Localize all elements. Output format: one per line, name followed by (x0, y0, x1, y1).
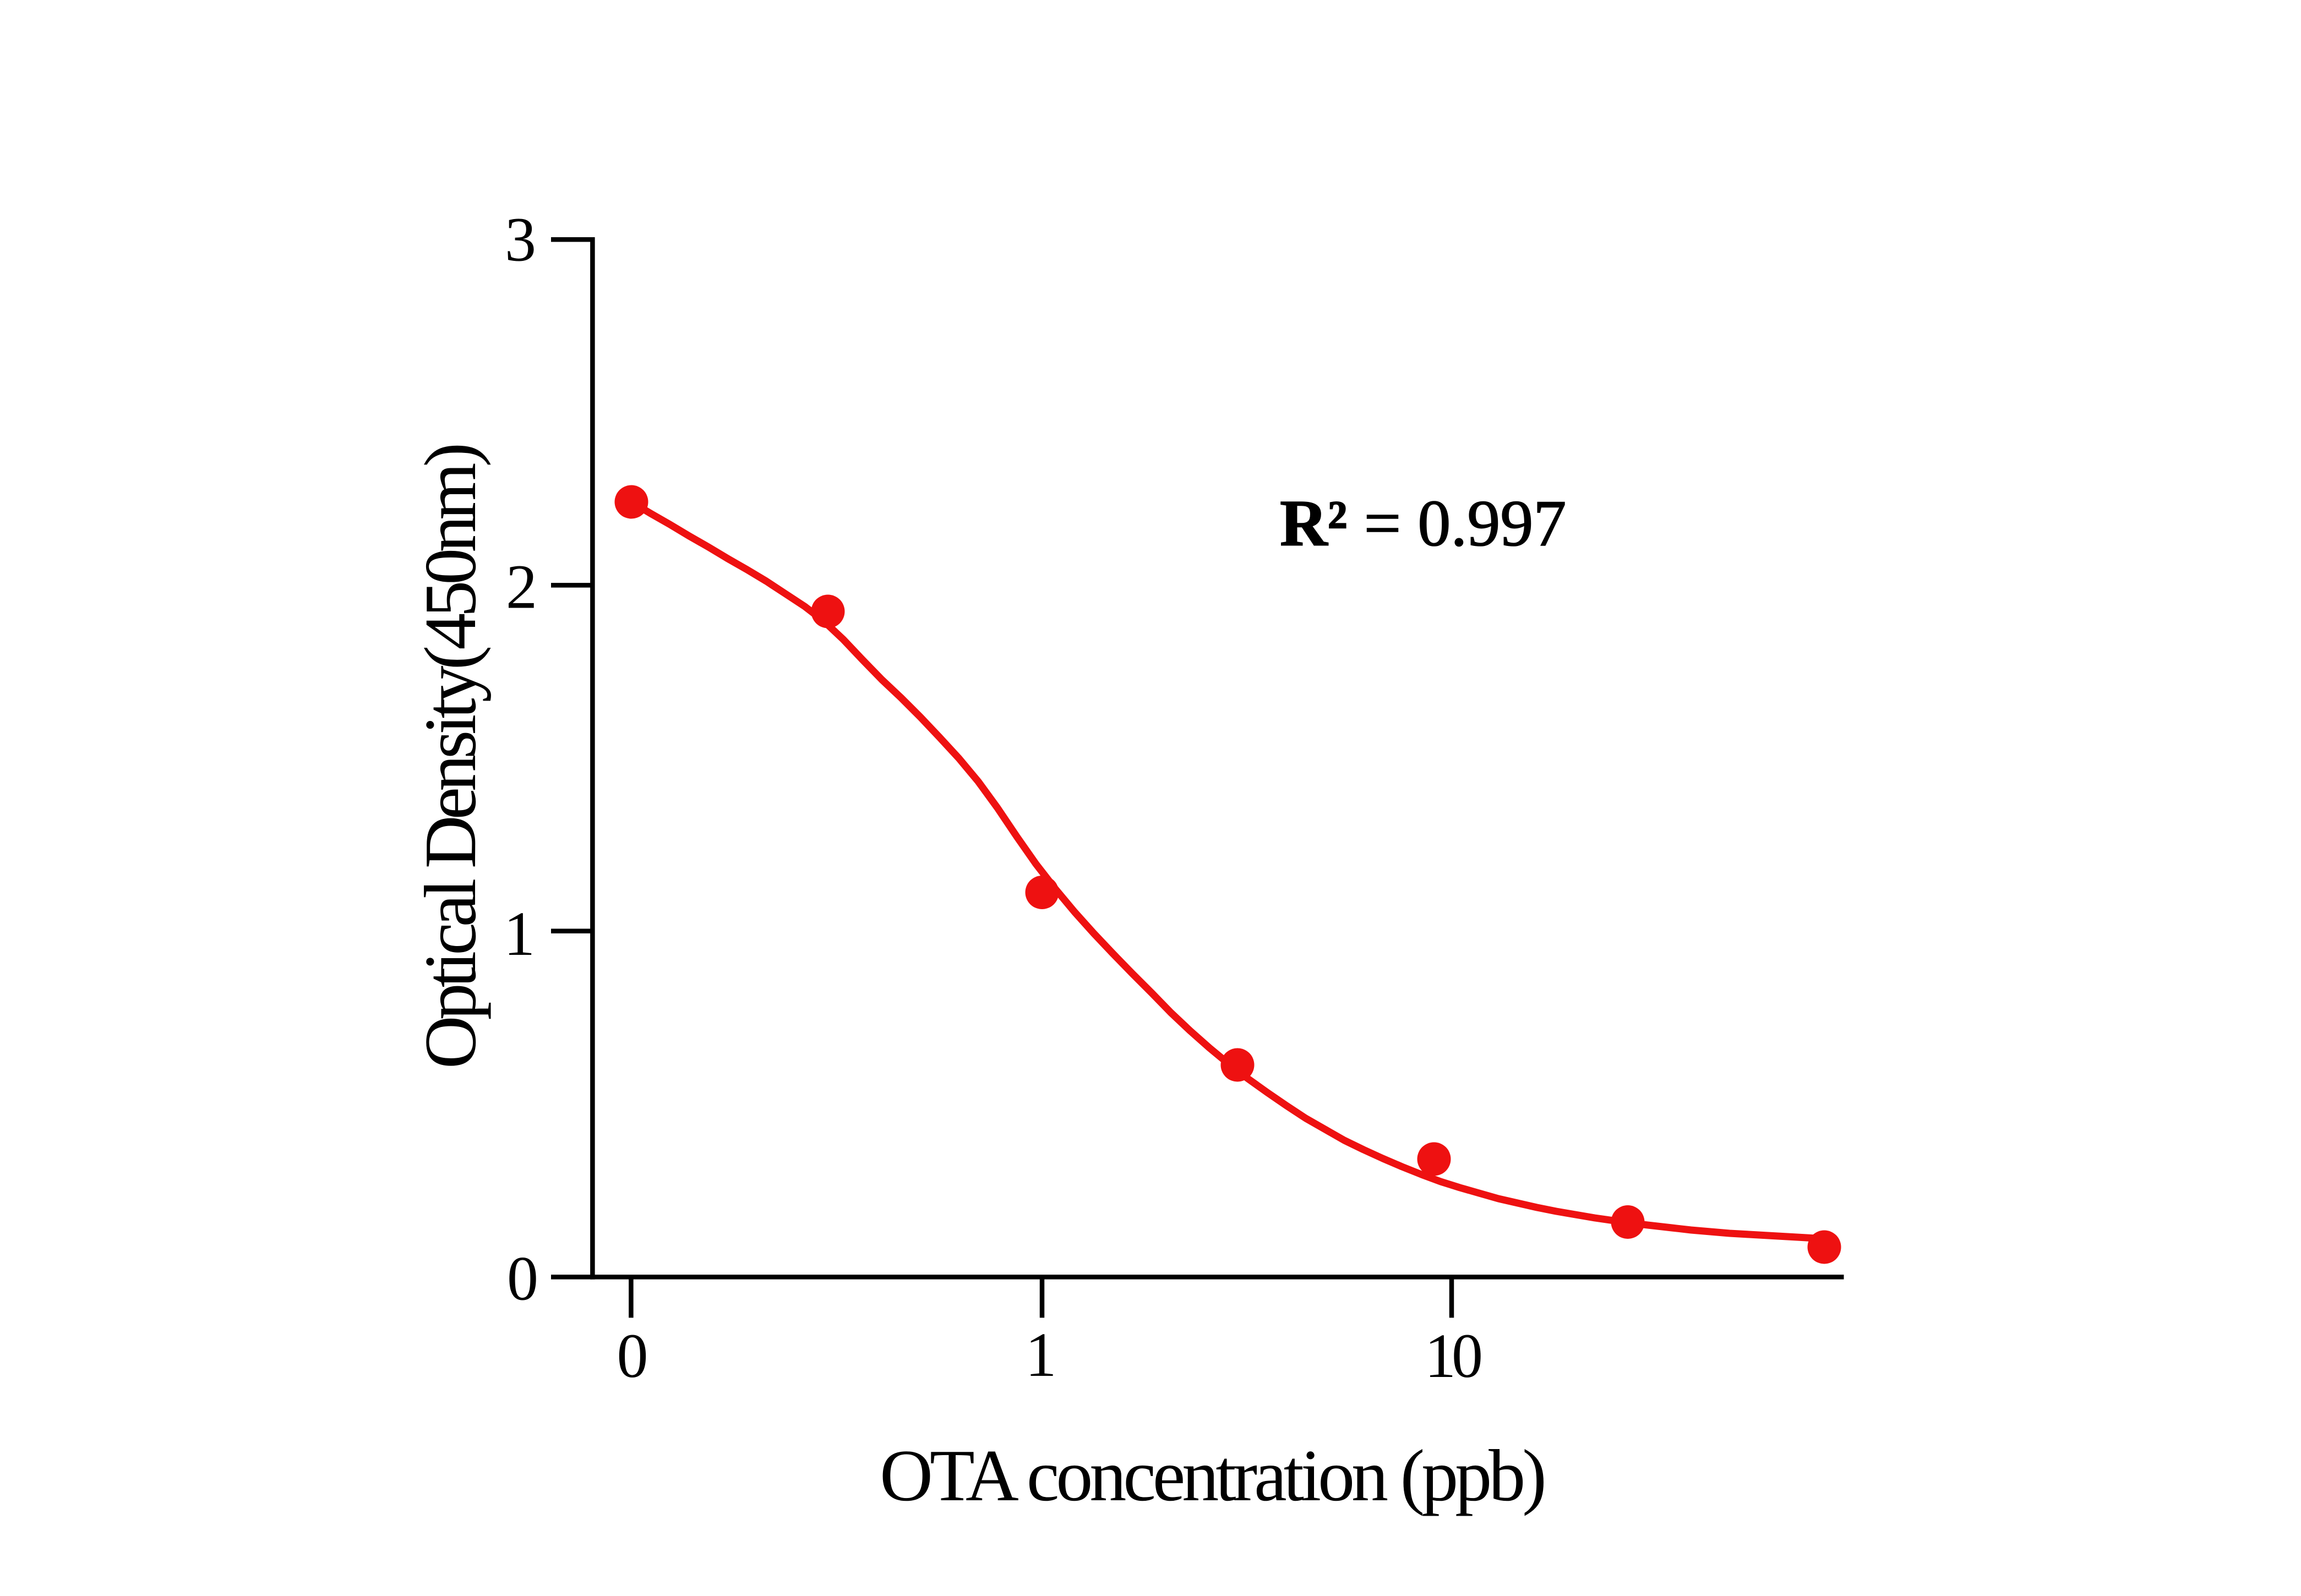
svg-text:R² = 0.997: R² = 0.997 (1280, 487, 1566, 560)
svg-text:3: 3 (505, 205, 536, 275)
svg-text:1: 1 (504, 899, 535, 969)
svg-text:OTA concentration (ppb): OTA concentration (ppb) (880, 1435, 1544, 1516)
svg-text:1: 1 (1026, 1320, 1057, 1390)
svg-text:0: 0 (507, 1244, 538, 1314)
svg-text:10: 10 (1425, 1321, 1481, 1391)
svg-text:2: 2 (506, 552, 537, 622)
svg-text:0: 0 (617, 1321, 648, 1391)
svg-text:Optical Density(450nm): Optical Density(450nm) (410, 446, 491, 1069)
